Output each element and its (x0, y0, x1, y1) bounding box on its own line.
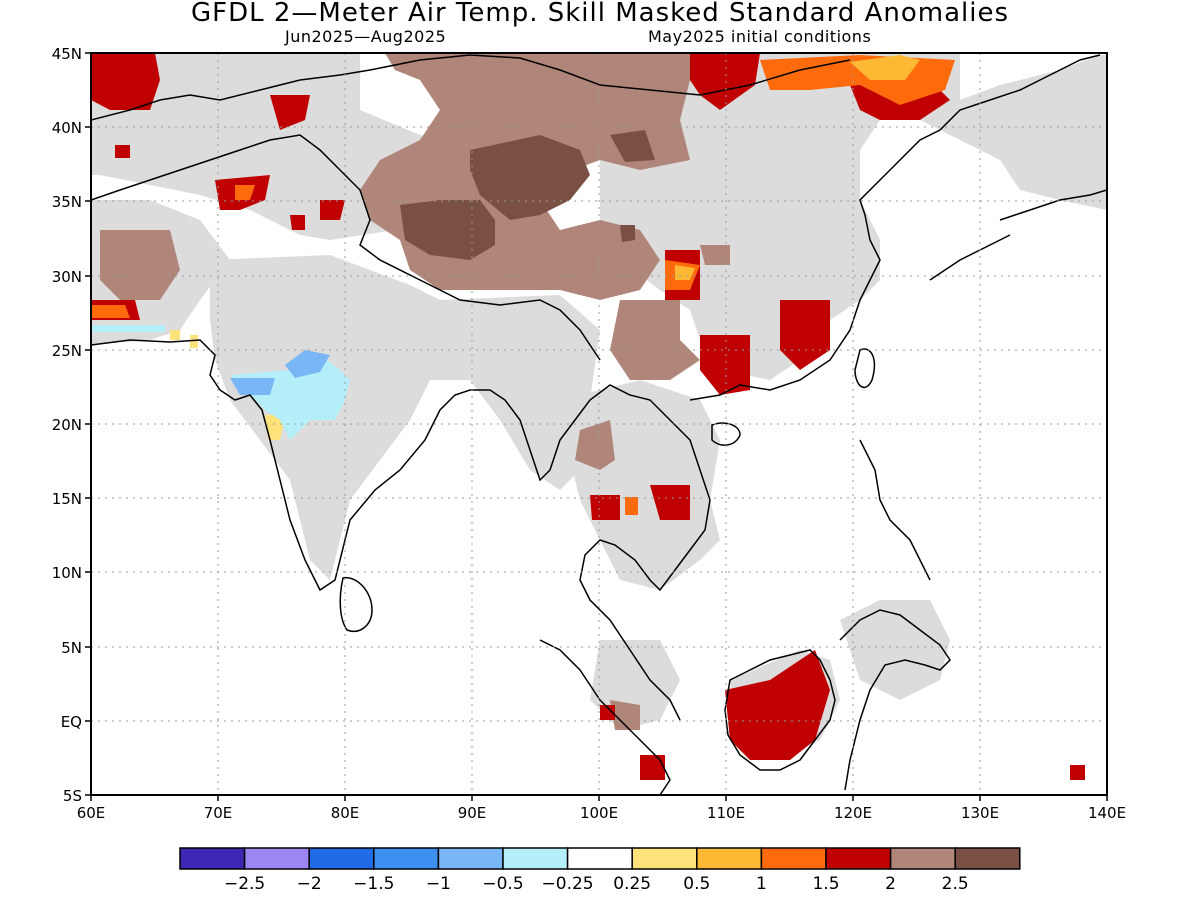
lon-label-80e: 80E (331, 804, 360, 822)
yellow-anomaly-shading (170, 330, 285, 440)
colorbar-label: −2.5 (224, 874, 265, 894)
colorbar-box (437, 847, 504, 870)
lat-label-5s: 5S (63, 787, 82, 805)
colorbar-label: 0.5 (683, 874, 710, 894)
colorbar-label: −1.5 (353, 874, 394, 894)
lon-label-70e: 70E (204, 804, 233, 822)
colorbar-box (760, 847, 827, 870)
light-blue-anomaly-shading (91, 325, 350, 440)
lat-label-10n: 10N (52, 564, 82, 582)
colorbar-label: 1.5 (812, 874, 839, 894)
lon-label-100e: 100E (580, 804, 618, 822)
colorbar-box (502, 847, 569, 870)
colorbar-label: 0.25 (613, 874, 651, 894)
lat-label-30n: 30N (52, 268, 82, 286)
lat-lon-grid (91, 53, 1107, 795)
anomaly-shading (91, 53, 1107, 795)
lat-label-25n: 25N (52, 342, 82, 360)
lat-label-40n: 40N (52, 119, 82, 137)
lat-label-15n: 15N (52, 490, 82, 508)
lon-label-130e: 130E (961, 804, 999, 822)
blue-anomaly-shading (230, 350, 330, 395)
longitude-labels: 60E 70E 80E 90E 100E 110E 120E 130E 140E (77, 804, 1126, 822)
lon-label-120e: 120E (834, 804, 872, 822)
lon-label-140e: 140E (1088, 804, 1126, 822)
colorbar-box (825, 847, 892, 870)
colorbar-box (179, 847, 246, 870)
colorbar: −2.5 −2 −1.5 −1 −0.5 −0.25 0.25 0.5 1 1.5 2 2.5 (179, 847, 1021, 894)
chart-title: GFDL 2—Meter Air Temp. Skill Masked Stan… (190, 0, 1010, 28)
colorbar-label: −1 (426, 874, 451, 894)
lon-label-60e: 60E (77, 804, 106, 822)
colorbar-label: 1 (756, 874, 767, 894)
colorbar-box (954, 847, 1021, 870)
lat-label-35n: 35N (52, 193, 82, 211)
colorbar-box (631, 847, 698, 870)
forecast-period: Jun2025—Aug2025 (285, 27, 447, 46)
colorbar-label: 2.5 (942, 874, 969, 894)
coastlines (91, 54, 1107, 795)
dark-brown-anomaly-shading (400, 130, 655, 260)
lat-label-eq: EQ (61, 713, 82, 731)
colorbar-box (373, 847, 440, 870)
lat-label-5n: 5N (61, 639, 82, 657)
colorbar-label: −0.5 (482, 874, 523, 894)
colorbar-box (243, 847, 310, 870)
lon-label-90e: 90E (458, 804, 487, 822)
colorbar-label: −0.25 (542, 874, 594, 894)
colorbar-box (696, 847, 763, 870)
colorbar-box (566, 847, 633, 870)
initial-conditions: May2025 initial conditions (648, 27, 872, 46)
axis-ticks (85, 52, 1108, 801)
latitude-labels: 45N 40N 35N 30N 25N 20N 15N 10N 5N EQ 5S (52, 45, 82, 805)
colorbar-box (889, 847, 956, 870)
lat-label-45n: 45N (52, 45, 82, 63)
colorbar-label: 2 (885, 874, 896, 894)
colorbar-label: −2 (297, 874, 322, 894)
lon-label-110e: 110E (707, 804, 745, 822)
lat-label-20n: 20N (52, 416, 82, 434)
colorbar-box (308, 847, 375, 870)
